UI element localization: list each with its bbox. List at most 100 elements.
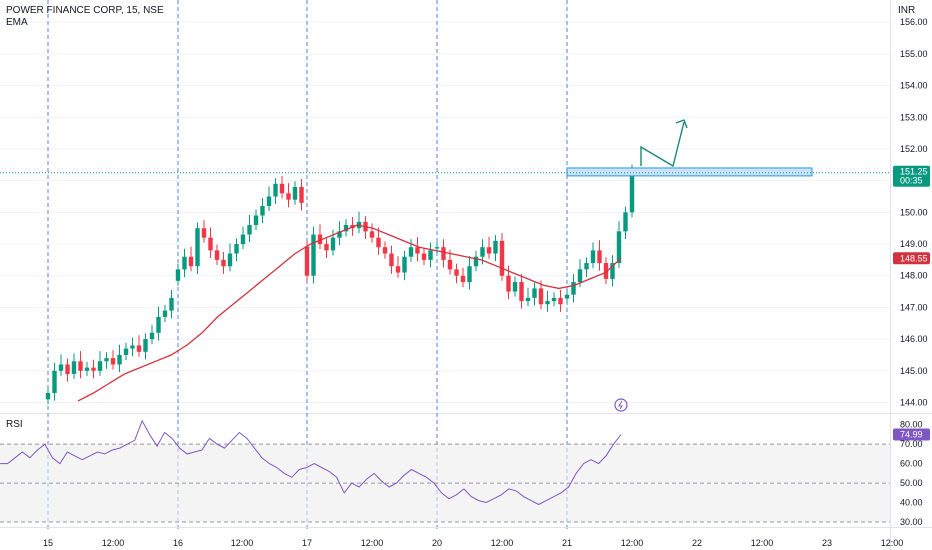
candle xyxy=(58,364,64,371)
candle xyxy=(169,297,174,311)
candle xyxy=(525,297,531,302)
candle xyxy=(330,237,336,251)
candle xyxy=(428,250,433,260)
candle xyxy=(149,332,155,340)
candle xyxy=(188,256,194,267)
candle xyxy=(590,250,596,264)
time-tick-label: 12:00 xyxy=(751,538,774,548)
candle xyxy=(195,228,200,267)
candle xyxy=(486,247,492,254)
candle xyxy=(564,294,570,299)
rsi-tick-label: 40.00 xyxy=(900,498,923,508)
candle xyxy=(279,183,285,194)
candle xyxy=(117,354,122,365)
candle xyxy=(130,345,135,349)
candle xyxy=(324,244,329,251)
candle xyxy=(454,269,459,276)
candle xyxy=(266,196,272,206)
time-tick-label: 21 xyxy=(562,538,572,548)
price-tick-label: 144.00 xyxy=(900,397,928,407)
candle xyxy=(506,275,511,292)
candle xyxy=(382,247,388,254)
time-tick-label: 12:00 xyxy=(881,538,904,548)
ema-badge-text: 148.55 xyxy=(900,253,928,263)
price-axis: 156.00155.00154.00153.00152.00151.00150.… xyxy=(900,17,928,407)
price-tick-label: 148.00 xyxy=(900,271,928,281)
candle xyxy=(493,240,498,254)
candle xyxy=(214,250,220,260)
ema-legend[interactable]: EMA xyxy=(6,17,28,28)
price-tick-label: 154.00 xyxy=(900,81,928,91)
candle xyxy=(512,282,518,292)
time-tick-label: 20 xyxy=(432,538,442,548)
candlestick-series xyxy=(45,164,635,405)
candle xyxy=(201,228,207,238)
time-axis: 15 12:00 16 12:00 17 12:00 20 12:00 21 12:00 22 12:… xyxy=(0,527,932,548)
chart-drawings[interactable] xyxy=(0,119,890,412)
candle xyxy=(247,225,252,235)
ema-line xyxy=(77,224,622,402)
candle xyxy=(45,392,51,400)
candle xyxy=(415,247,420,254)
candle xyxy=(123,348,129,355)
candle xyxy=(499,240,505,276)
candle xyxy=(369,231,375,238)
candle xyxy=(603,263,609,279)
candle xyxy=(253,215,259,226)
candle xyxy=(558,297,563,305)
candle xyxy=(616,231,622,264)
time-tick-label: 12:00 xyxy=(231,538,254,548)
price-tick-label: 152.00 xyxy=(900,144,928,154)
candle xyxy=(623,212,628,232)
candle xyxy=(136,345,142,352)
supply-zone xyxy=(566,167,813,177)
time-tick-label: 15 xyxy=(43,538,53,548)
candle xyxy=(84,367,90,371)
candle xyxy=(260,206,265,216)
candle xyxy=(286,193,291,200)
rsi-tick-label: 30.00 xyxy=(900,517,923,527)
candle xyxy=(65,364,70,374)
ema-path xyxy=(77,224,622,402)
rsi-tick-label: 70.00 xyxy=(900,439,923,449)
last-price-text: 151.25 xyxy=(900,167,928,177)
ema-badge xyxy=(893,252,930,265)
candle xyxy=(97,361,103,371)
rsi-line xyxy=(0,419,622,506)
candle xyxy=(571,282,576,295)
candle xyxy=(584,263,589,270)
candle xyxy=(227,253,233,267)
candle xyxy=(467,266,472,283)
time-tick-label: 12:00 xyxy=(102,538,125,548)
candle xyxy=(299,186,304,203)
candle xyxy=(292,186,298,200)
last-price-badge xyxy=(893,165,930,187)
candle xyxy=(156,316,161,333)
price-tick-label: 145.00 xyxy=(900,366,928,376)
candle xyxy=(532,288,537,298)
rsi-legend[interactable]: RSI xyxy=(6,419,23,430)
candle xyxy=(311,234,316,276)
candle xyxy=(175,269,181,281)
time-tick-label: 12:00 xyxy=(491,538,514,548)
candle xyxy=(538,288,544,305)
price-tick-label: 150.00 xyxy=(900,207,928,217)
event-icon xyxy=(614,398,628,412)
candle xyxy=(441,247,446,260)
candle xyxy=(519,282,524,302)
candle xyxy=(376,237,381,248)
candle xyxy=(162,310,168,317)
candle xyxy=(629,172,635,213)
candle xyxy=(234,244,239,254)
rsi-tick-label: 60.00 xyxy=(900,459,923,469)
candle xyxy=(447,259,453,270)
price-tick-label: 147.00 xyxy=(900,302,928,312)
candle xyxy=(104,358,109,362)
candle xyxy=(480,247,485,257)
symbol-title[interactable]: POWER FINANCE CORP, 15, NSE xyxy=(6,5,164,16)
candle xyxy=(71,361,77,374)
lightning-icon xyxy=(618,400,623,410)
time-tick-label: 12:00 xyxy=(361,538,384,548)
